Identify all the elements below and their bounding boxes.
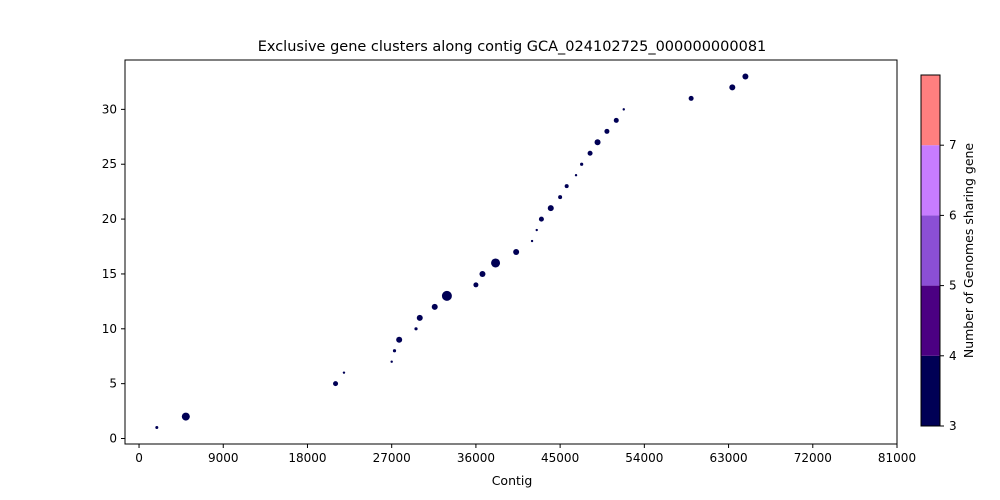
- data-point: [622, 108, 625, 111]
- data-points: [155, 73, 749, 430]
- data-point: [564, 184, 569, 189]
- x-axis: 0 9000 18000 27000 36000 45000 54000 63000 72000…: [135, 444, 916, 465]
- colorbar-frame: [920, 74, 941, 427]
- data-point: [574, 174, 578, 177]
- colorbar-band: [921, 285, 940, 356]
- y-tick-label: 5: [109, 377, 117, 391]
- y-tick-label: 30: [102, 102, 117, 116]
- x-tick-label: 63000: [709, 451, 747, 465]
- data-point: [441, 290, 452, 301]
- data-point: [535, 228, 538, 232]
- y-tick-label: 0: [109, 432, 117, 446]
- plot-area: [124, 59, 898, 445]
- x-axis-label: Contig: [492, 473, 533, 488]
- colorbar-tick-label: 4: [949, 349, 957, 363]
- data-point: [431, 303, 438, 310]
- x-tick-label: 54000: [625, 451, 663, 465]
- x-tick-label: 0: [135, 451, 143, 465]
- colorbar-tick-label: 3: [949, 419, 957, 433]
- data-point: [342, 371, 346, 374]
- y-tick-label: 10: [102, 322, 117, 336]
- x-tick-label: 18000: [288, 451, 326, 465]
- data-point: [473, 282, 479, 288]
- colorbar-band: [921, 75, 940, 146]
- x-tick-label: 72000: [794, 451, 832, 465]
- data-point: [530, 239, 534, 243]
- data-point: [547, 205, 554, 212]
- data-point: [491, 258, 501, 268]
- data-point: [390, 360, 393, 363]
- data-point: [396, 336, 403, 343]
- colorbar-tick-label: 6: [949, 208, 957, 222]
- data-point: [333, 381, 339, 387]
- data-point: [558, 195, 563, 200]
- data-point: [513, 249, 520, 255]
- colorbar-band: [921, 145, 940, 216]
- colorbar-band: [921, 215, 940, 286]
- colorbar-tick-label: 7: [949, 138, 957, 152]
- colorbar-label: Number of Genomes sharing gene: [961, 143, 976, 359]
- colorbar-tick-label: 5: [949, 279, 957, 293]
- data-point: [155, 426, 159, 430]
- y-axis: 0 5 10 15 20 25 30: [102, 102, 125, 446]
- data-point: [181, 412, 190, 421]
- y-tick-label: 15: [102, 267, 117, 281]
- data-point: [742, 73, 749, 80]
- colorbar: 3 4 5 6 7 Number of Genomes sharing gene: [920, 74, 976, 433]
- data-point: [414, 327, 418, 331]
- data-point: [538, 216, 544, 222]
- data-point: [580, 162, 584, 166]
- y-tick-label: 20: [102, 212, 117, 226]
- data-point: [594, 139, 601, 146]
- colorbar-band: [921, 355, 940, 426]
- data-point: [479, 270, 486, 277]
- data-point: [392, 349, 397, 353]
- data-point: [688, 95, 694, 101]
- data-point: [416, 314, 423, 321]
- data-point: [587, 150, 593, 156]
- x-tick-label: 27000: [373, 451, 411, 465]
- x-tick-label: 9000: [208, 451, 239, 465]
- data-point: [613, 117, 619, 123]
- x-tick-label: 45000: [541, 451, 579, 465]
- x-tick-label: 81000: [878, 451, 916, 465]
- x-tick-label: 36000: [457, 451, 495, 465]
- data-point: [604, 128, 610, 134]
- y-tick-label: 25: [102, 157, 117, 171]
- chart-title: Exclusive gene clusters along contig GCA…: [258, 39, 767, 55]
- data-point: [729, 84, 736, 91]
